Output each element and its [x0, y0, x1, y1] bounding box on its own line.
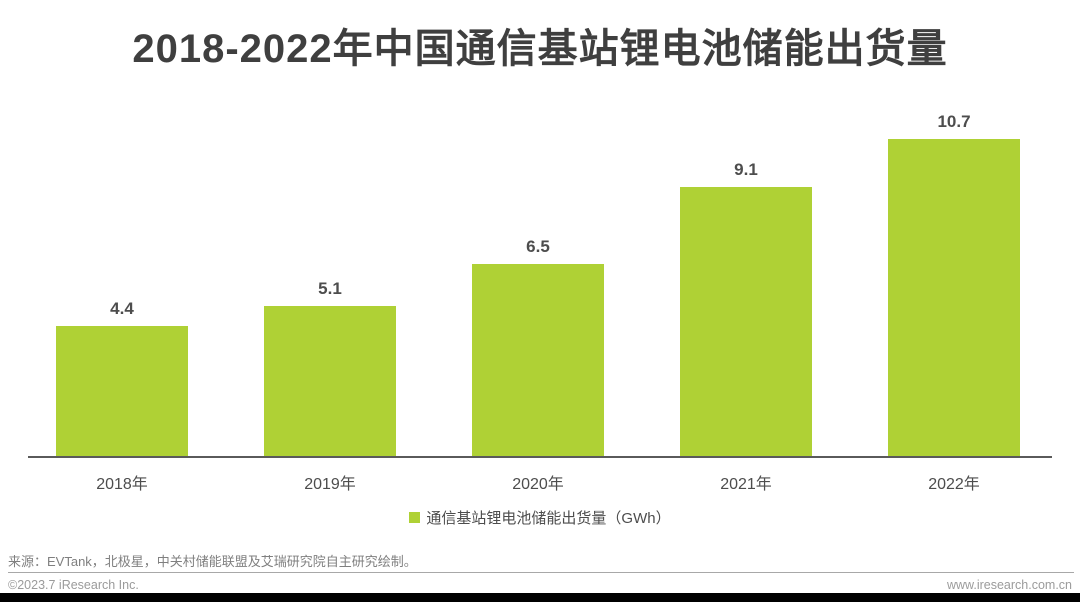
- bar-value-label: 6.5: [526, 237, 550, 256]
- bar-2019年: [264, 306, 396, 457]
- bar-column: 5.1 2019年: [226, 100, 434, 493]
- legend-label: 通信基站锂电池储能出货量（GWh）: [426, 510, 671, 527]
- bar-2018年: [56, 326, 188, 457]
- x-axis-label: 2018年: [96, 476, 148, 493]
- x-axis-label: 2020年: [512, 476, 564, 493]
- bar-value-label: 4.4: [110, 299, 134, 318]
- legend-swatch-icon: [409, 512, 421, 523]
- footer-divider: [8, 572, 1074, 573]
- bar-value-label: 10.7: [937, 112, 971, 131]
- x-axis-label: 2019年: [304, 476, 356, 493]
- chart-title: 2018-2022年中国通信基站锂电池储能出货量: [132, 27, 948, 71]
- x-axis-label: 2021年: [720, 476, 772, 493]
- website-text: www.iresearch.com.cn: [946, 578, 1072, 592]
- bar-column: 10.7 2022年: [850, 100, 1058, 493]
- bar-2021年: [680, 187, 812, 457]
- bar-value-label: 5.1: [318, 279, 342, 298]
- copyright-text: ©2023.7 iResearch Inc.: [8, 578, 139, 592]
- bottom-black-bar: [0, 593, 1080, 602]
- chart-legend: 通信基站锂电池储能出货量（GWh）: [0, 507, 1080, 528]
- footer: ©2023.7 iResearch Inc. www.iresearch.com…: [8, 578, 1072, 592]
- bar-value-label: 9.1: [734, 160, 758, 179]
- bar-column: 9.1 2021年: [642, 100, 850, 493]
- bar-column: 6.5 2020年: [434, 100, 642, 493]
- source-note: 来源：EVTank，北极星，中关村储能联盟及艾瑞研究院自主研究绘制。: [8, 554, 417, 569]
- bar-2022年: [888, 139, 1020, 457]
- bar-chart-plot-area: 4.4 2018年 5.1 2019年 6.5 2020年 9.1 2021年 10.7 2022…: [18, 100, 1058, 493]
- x-axis-line: [28, 456, 1052, 458]
- bar-column: 4.4 2018年: [18, 100, 226, 493]
- bar-2020年: [472, 264, 604, 457]
- x-axis-label: 2022年: [928, 476, 980, 493]
